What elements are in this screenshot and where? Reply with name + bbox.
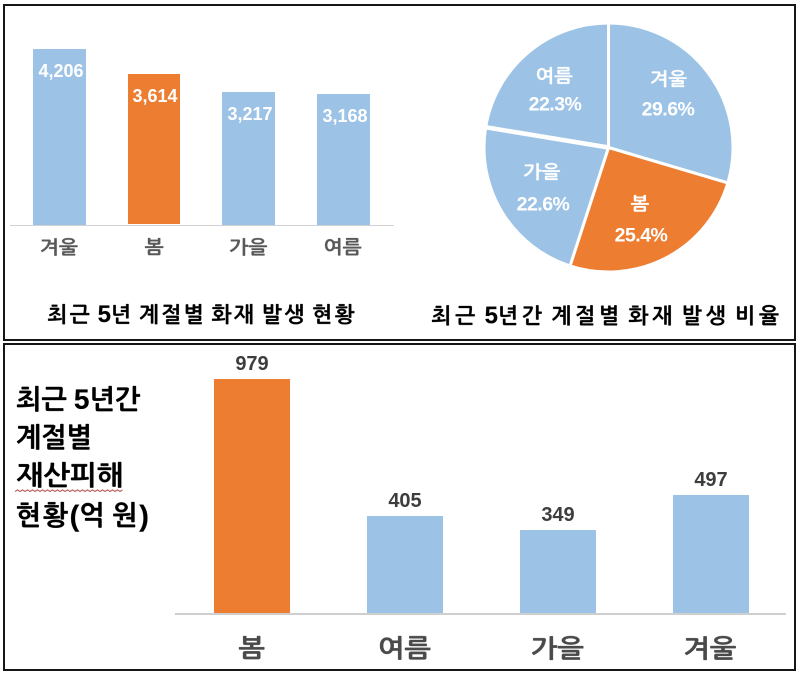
svg-text:22.6%: 22.6% [516, 194, 569, 216]
svg-text:3,217: 3,217 [227, 104, 272, 124]
svg-text:3,168: 3,168 [322, 106, 367, 126]
svg-text:349: 349 [541, 503, 574, 525]
svg-text:405: 405 [388, 490, 421, 512]
svg-text:497: 497 [694, 469, 727, 491]
svg-text:3,614: 3,614 [133, 86, 178, 106]
svg-text:22.3%: 22.3% [528, 94, 581, 116]
svg-text:4,206: 4,206 [38, 61, 83, 81]
svg-text:25.4%: 25.4% [614, 225, 667, 247]
svg-text:979: 979 [235, 353, 268, 375]
svg-text:29.6%: 29.6% [642, 99, 695, 121]
